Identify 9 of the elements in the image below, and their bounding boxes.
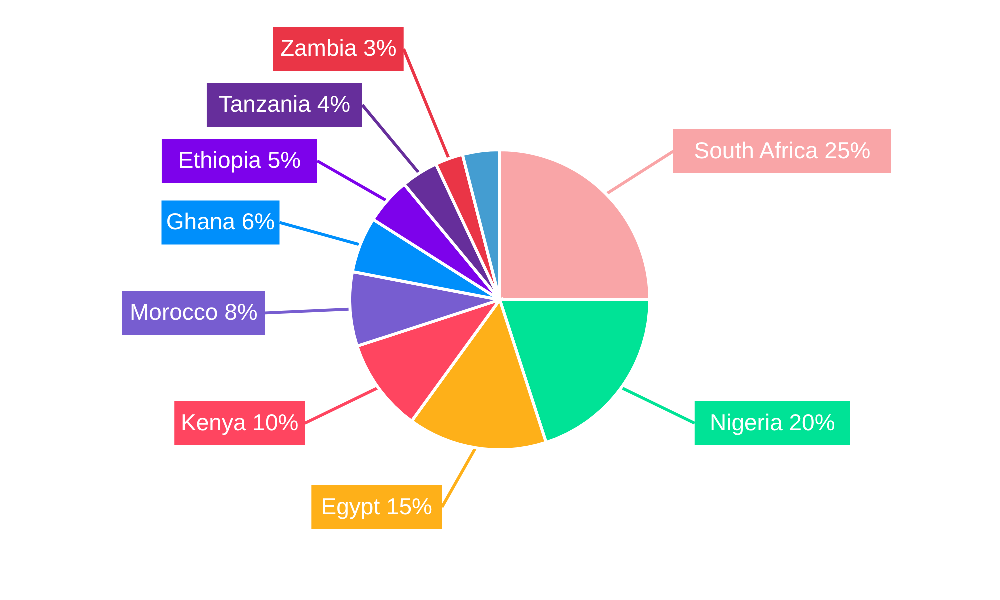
slice-label: Nigeria 20% bbox=[710, 409, 836, 436]
slice-label: Morocco 8% bbox=[130, 299, 258, 326]
slice-label: Egypt 15% bbox=[321, 493, 433, 520]
slice-label: Ethiopia 5% bbox=[178, 147, 302, 174]
slice-label: Zambia 3% bbox=[280, 35, 397, 62]
slice-label: South Africa 25% bbox=[694, 138, 871, 164]
slice-label: Kenya 10% bbox=[181, 409, 299, 436]
slice-label: Ghana 6% bbox=[166, 208, 276, 235]
slice-label: Tanzania 4% bbox=[218, 91, 351, 118]
